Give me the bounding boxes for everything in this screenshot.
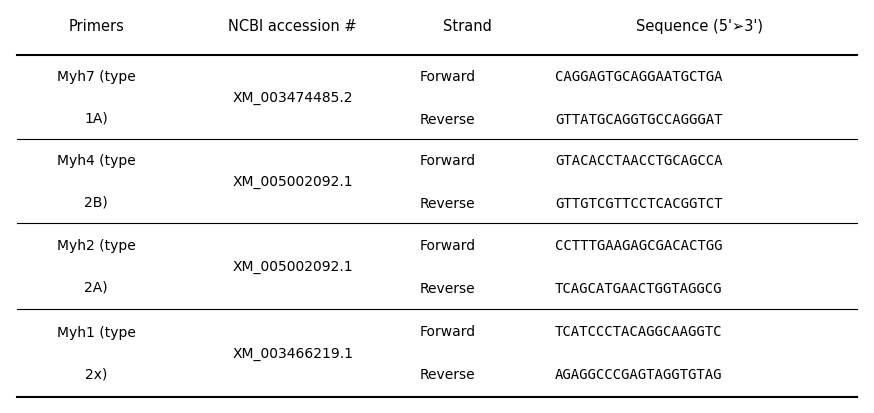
Text: Strand: Strand bbox=[443, 19, 492, 34]
Text: AGAGGCCCGAGTAGGTGTAG: AGAGGCCCGAGTAGGTGTAG bbox=[555, 368, 723, 382]
Text: XM_003466219.1: XM_003466219.1 bbox=[232, 346, 353, 360]
Text: XM_005002092.1: XM_005002092.1 bbox=[232, 259, 353, 273]
Text: TCATCCCTACAGGCAAGGTC: TCATCCCTACAGGCAAGGTC bbox=[555, 325, 723, 339]
Text: Forward: Forward bbox=[420, 153, 475, 167]
Text: Myh4 (type: Myh4 (type bbox=[57, 154, 135, 168]
Text: CCTTTGAAGAGCGACACTGG: CCTTTGAAGAGCGACACTGG bbox=[555, 238, 723, 252]
Text: 2A): 2A) bbox=[84, 280, 108, 294]
Text: Forward: Forward bbox=[420, 238, 475, 252]
Text: 2x): 2x) bbox=[85, 367, 108, 381]
Text: Myh7 (type: Myh7 (type bbox=[57, 70, 135, 84]
Text: Reverse: Reverse bbox=[420, 112, 475, 126]
Text: XM_003474485.2: XM_003474485.2 bbox=[232, 91, 353, 105]
Text: Reverse: Reverse bbox=[420, 368, 475, 382]
Text: 2B): 2B) bbox=[84, 195, 108, 209]
Text: CAGGAGTGCAGGAATGCTGA: CAGGAGTGCAGGAATGCTGA bbox=[555, 69, 723, 83]
Text: GTTATGCAGGTGCCAGGGAT: GTTATGCAGGTGCCAGGGAT bbox=[555, 112, 723, 126]
Text: GTACACCTAACCTGCAGCCA: GTACACCTAACCTGCAGCCA bbox=[555, 153, 723, 167]
Text: Sequence (5'➢3'): Sequence (5'➢3') bbox=[635, 19, 763, 34]
Text: Forward: Forward bbox=[420, 325, 475, 339]
Text: Reverse: Reverse bbox=[420, 196, 475, 210]
Text: Primers: Primers bbox=[68, 19, 124, 34]
Text: Myh1 (type: Myh1 (type bbox=[57, 325, 135, 339]
Text: GTTGTCGTTCCTCACGGTCT: GTTGTCGTTCCTCACGGTCT bbox=[555, 196, 723, 210]
Text: TCAGCATGAACTGGTAGGCG: TCAGCATGAACTGGTAGGCG bbox=[555, 281, 723, 295]
Text: 1A): 1A) bbox=[84, 112, 108, 126]
Text: Myh2 (type: Myh2 (type bbox=[57, 239, 135, 253]
Text: NCBI accession #: NCBI accession # bbox=[228, 19, 357, 34]
Text: Reverse: Reverse bbox=[420, 281, 475, 295]
Text: XM_005002092.1: XM_005002092.1 bbox=[232, 175, 353, 189]
Text: Forward: Forward bbox=[420, 69, 475, 83]
